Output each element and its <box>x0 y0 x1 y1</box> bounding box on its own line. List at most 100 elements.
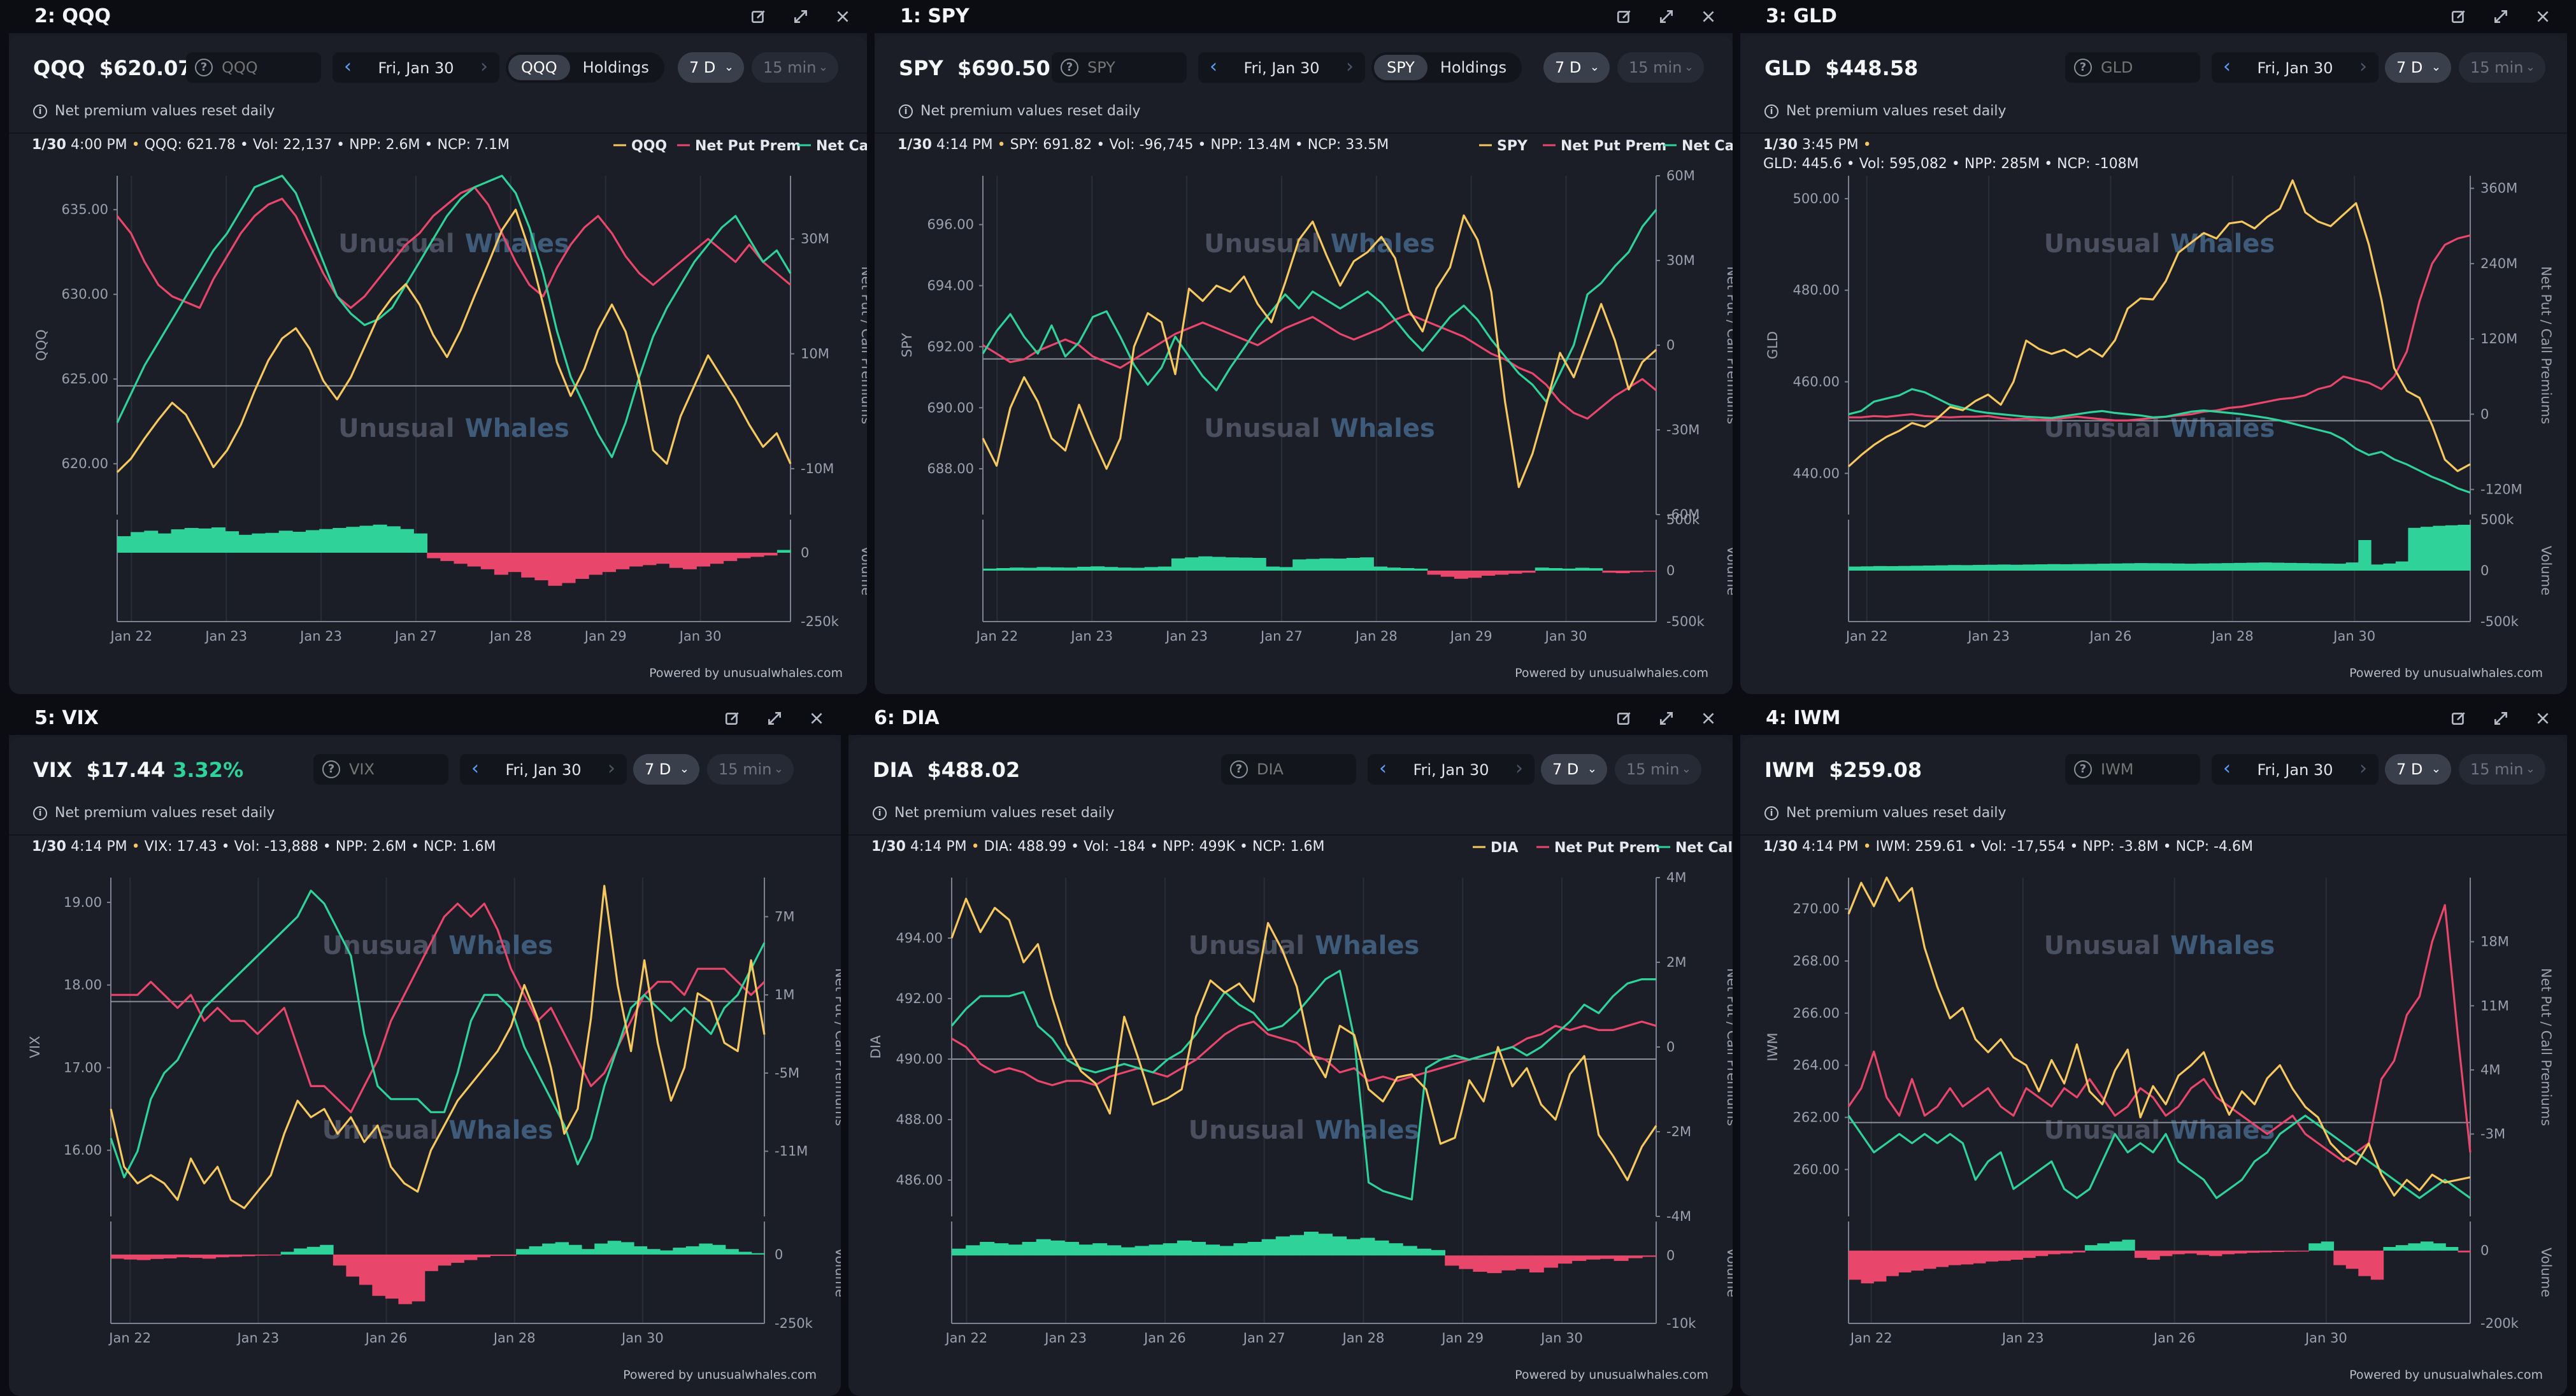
volume-bar <box>2395 561 2409 571</box>
ticker-search-input[interactable] <box>222 56 311 79</box>
range-select[interactable]: 7 D ⌄ <box>678 52 744 83</box>
expand-icon[interactable] <box>2488 5 2514 28</box>
chart-gld: 1/30 3:45 PM • GLD: 445.6 • Vol: 595,082… <box>1763 137 2554 644</box>
ticker-search[interactable]: ? <box>313 754 448 785</box>
premium-reset-note: i Net premium values reset daily <box>1764 103 2007 119</box>
ticker-search-input[interactable] <box>1087 56 1177 79</box>
prev-day-button[interactable]: ‹ <box>2223 757 2231 780</box>
premium-reset-note: i Net premium values reset daily <box>899 103 1141 119</box>
volume-bar <box>1148 1244 1164 1256</box>
ticker-search[interactable]: ? <box>186 52 321 83</box>
view-holdings-tab[interactable]: Holdings <box>582 59 649 76</box>
ticker-search[interactable]: ? <box>1221 754 1356 785</box>
watermark-whales: Whales <box>1315 931 1419 960</box>
expand-icon[interactable] <box>1654 5 1679 28</box>
volume-bar <box>398 1254 412 1304</box>
edit-icon[interactable] <box>2446 5 2472 28</box>
close-icon[interactable] <box>830 5 855 28</box>
next-day-button[interactable]: › <box>2359 55 2367 78</box>
volume-bar <box>2370 1250 2384 1280</box>
interval-select[interactable]: 15 min ⌄ <box>2459 52 2545 83</box>
volume-bar <box>413 533 428 553</box>
vol-tick-label: -250k <box>775 1316 813 1331</box>
net-call-premium-line <box>982 209 1657 403</box>
close-icon[interactable] <box>1696 5 1721 28</box>
view-ticker-tab[interactable]: QQQ <box>508 55 570 80</box>
expand-icon[interactable] <box>762 707 787 730</box>
view-ticker-tab[interactable]: SPY <box>1374 55 1428 80</box>
ticker-search-input[interactable] <box>2101 758 2190 781</box>
interval-select[interactable]: 15 min ⌄ <box>707 754 794 785</box>
divider <box>848 834 1733 836</box>
info-icon: i <box>1764 104 1778 118</box>
close-icon[interactable] <box>2530 707 2556 730</box>
edit-icon[interactable] <box>1612 707 1637 730</box>
volume-bar <box>211 527 225 553</box>
range-select[interactable]: 7 D ⌄ <box>633 754 699 785</box>
divider <box>1740 834 2567 836</box>
volume-bar <box>2234 562 2247 571</box>
prev-day-button[interactable]: ‹ <box>471 757 479 780</box>
info-values: QQQ: 621.78 • Vol: 22,137 • NPP: 2.6M • … <box>145 137 510 153</box>
next-day-button[interactable]: › <box>608 757 615 780</box>
panel-body: DIA $488.02?‹Fri, Jan 30›7 D⌄15 min⌄iNet… <box>848 737 1733 1396</box>
interval-select[interactable]: 15 min ⌄ <box>752 52 838 83</box>
volume-bar <box>1177 1240 1192 1256</box>
volume-bar <box>1459 1255 1474 1269</box>
ticker-search-input[interactable] <box>1257 758 1346 781</box>
interval-select[interactable]: 15 min ⌄ <box>1615 754 1701 785</box>
edit-icon[interactable] <box>1612 5 1637 28</box>
vol-axis-title: Volume <box>2538 1248 2554 1297</box>
next-day-button[interactable]: › <box>1515 757 1523 780</box>
volume-bar <box>696 552 710 567</box>
prem-axis-title: Net Put / Call Premiums <box>2538 266 2554 424</box>
range-select[interactable]: 7 D ⌄ <box>1541 754 1607 785</box>
expand-icon[interactable] <box>2488 707 2514 730</box>
ticker-search-input[interactable] <box>349 758 438 781</box>
volume-bar <box>1359 557 1374 571</box>
volume-bar <box>568 1244 582 1255</box>
volume-bar <box>268 1254 282 1256</box>
volume-bar <box>725 1249 739 1255</box>
range-select[interactable]: 7 D ⌄ <box>1543 52 1610 83</box>
volume-bar <box>215 1254 229 1258</box>
ticker-search[interactable]: ? <box>2065 52 2200 83</box>
close-icon[interactable] <box>1696 707 1721 730</box>
volume-bar <box>2271 562 2284 571</box>
volume-bar <box>994 1243 1009 1256</box>
vol-axis-title: Volume <box>1724 546 1733 595</box>
interval-select[interactable]: 15 min ⌄ <box>2459 754 2545 785</box>
ticker-search[interactable]: ? <box>1052 52 1187 83</box>
volume-bar <box>983 568 997 571</box>
panel-body: VIX $17.443.32%?‹Fri, Jan 30›7 D⌄15 min⌄… <box>9 737 841 1396</box>
volume-bar <box>1599 1255 1615 1259</box>
range-select[interactable]: 7 D ⌄ <box>2385 52 2451 83</box>
expand-icon[interactable] <box>788 5 813 28</box>
chart-iwm: 1/30 4:14 PM • IWM: 259.61 • Vol: -17,55… <box>1763 839 2554 1346</box>
edit-icon[interactable] <box>2446 707 2472 730</box>
x-tick-label: Jan 23 <box>236 1330 279 1346</box>
range-select[interactable]: 7 D ⌄ <box>2385 754 2451 785</box>
vol-tick-label: 500k <box>2480 512 2514 527</box>
close-icon[interactable] <box>2530 5 2556 28</box>
ticker-search-input[interactable] <box>2101 56 2190 79</box>
prev-day-button[interactable]: ‹ <box>2223 55 2231 78</box>
prev-day-button[interactable]: ‹ <box>344 55 352 78</box>
x-tick-label: Jan 22 <box>109 629 152 644</box>
next-day-button[interactable]: › <box>2359 757 2367 780</box>
next-day-button[interactable]: › <box>1346 55 1354 78</box>
ticker-search[interactable]: ? <box>2065 754 2200 785</box>
prev-day-button[interactable]: ‹ <box>1210 55 1217 78</box>
close-icon[interactable] <box>804 707 829 730</box>
prev-day-button[interactable]: ‹ <box>1379 757 1387 780</box>
edit-icon[interactable] <box>720 707 745 730</box>
expand-icon[interactable] <box>1654 707 1679 730</box>
watermark: Unusual Whales <box>322 1116 554 1145</box>
volume-bar <box>1265 566 1280 571</box>
edit-icon[interactable] <box>746 5 771 28</box>
next-day-button[interactable]: › <box>480 55 488 78</box>
panel-window-controls <box>2446 707 2556 730</box>
interval-select[interactable]: 15 min ⌄ <box>1617 52 1704 83</box>
view-holdings-tab[interactable]: Holdings <box>1440 59 1507 76</box>
